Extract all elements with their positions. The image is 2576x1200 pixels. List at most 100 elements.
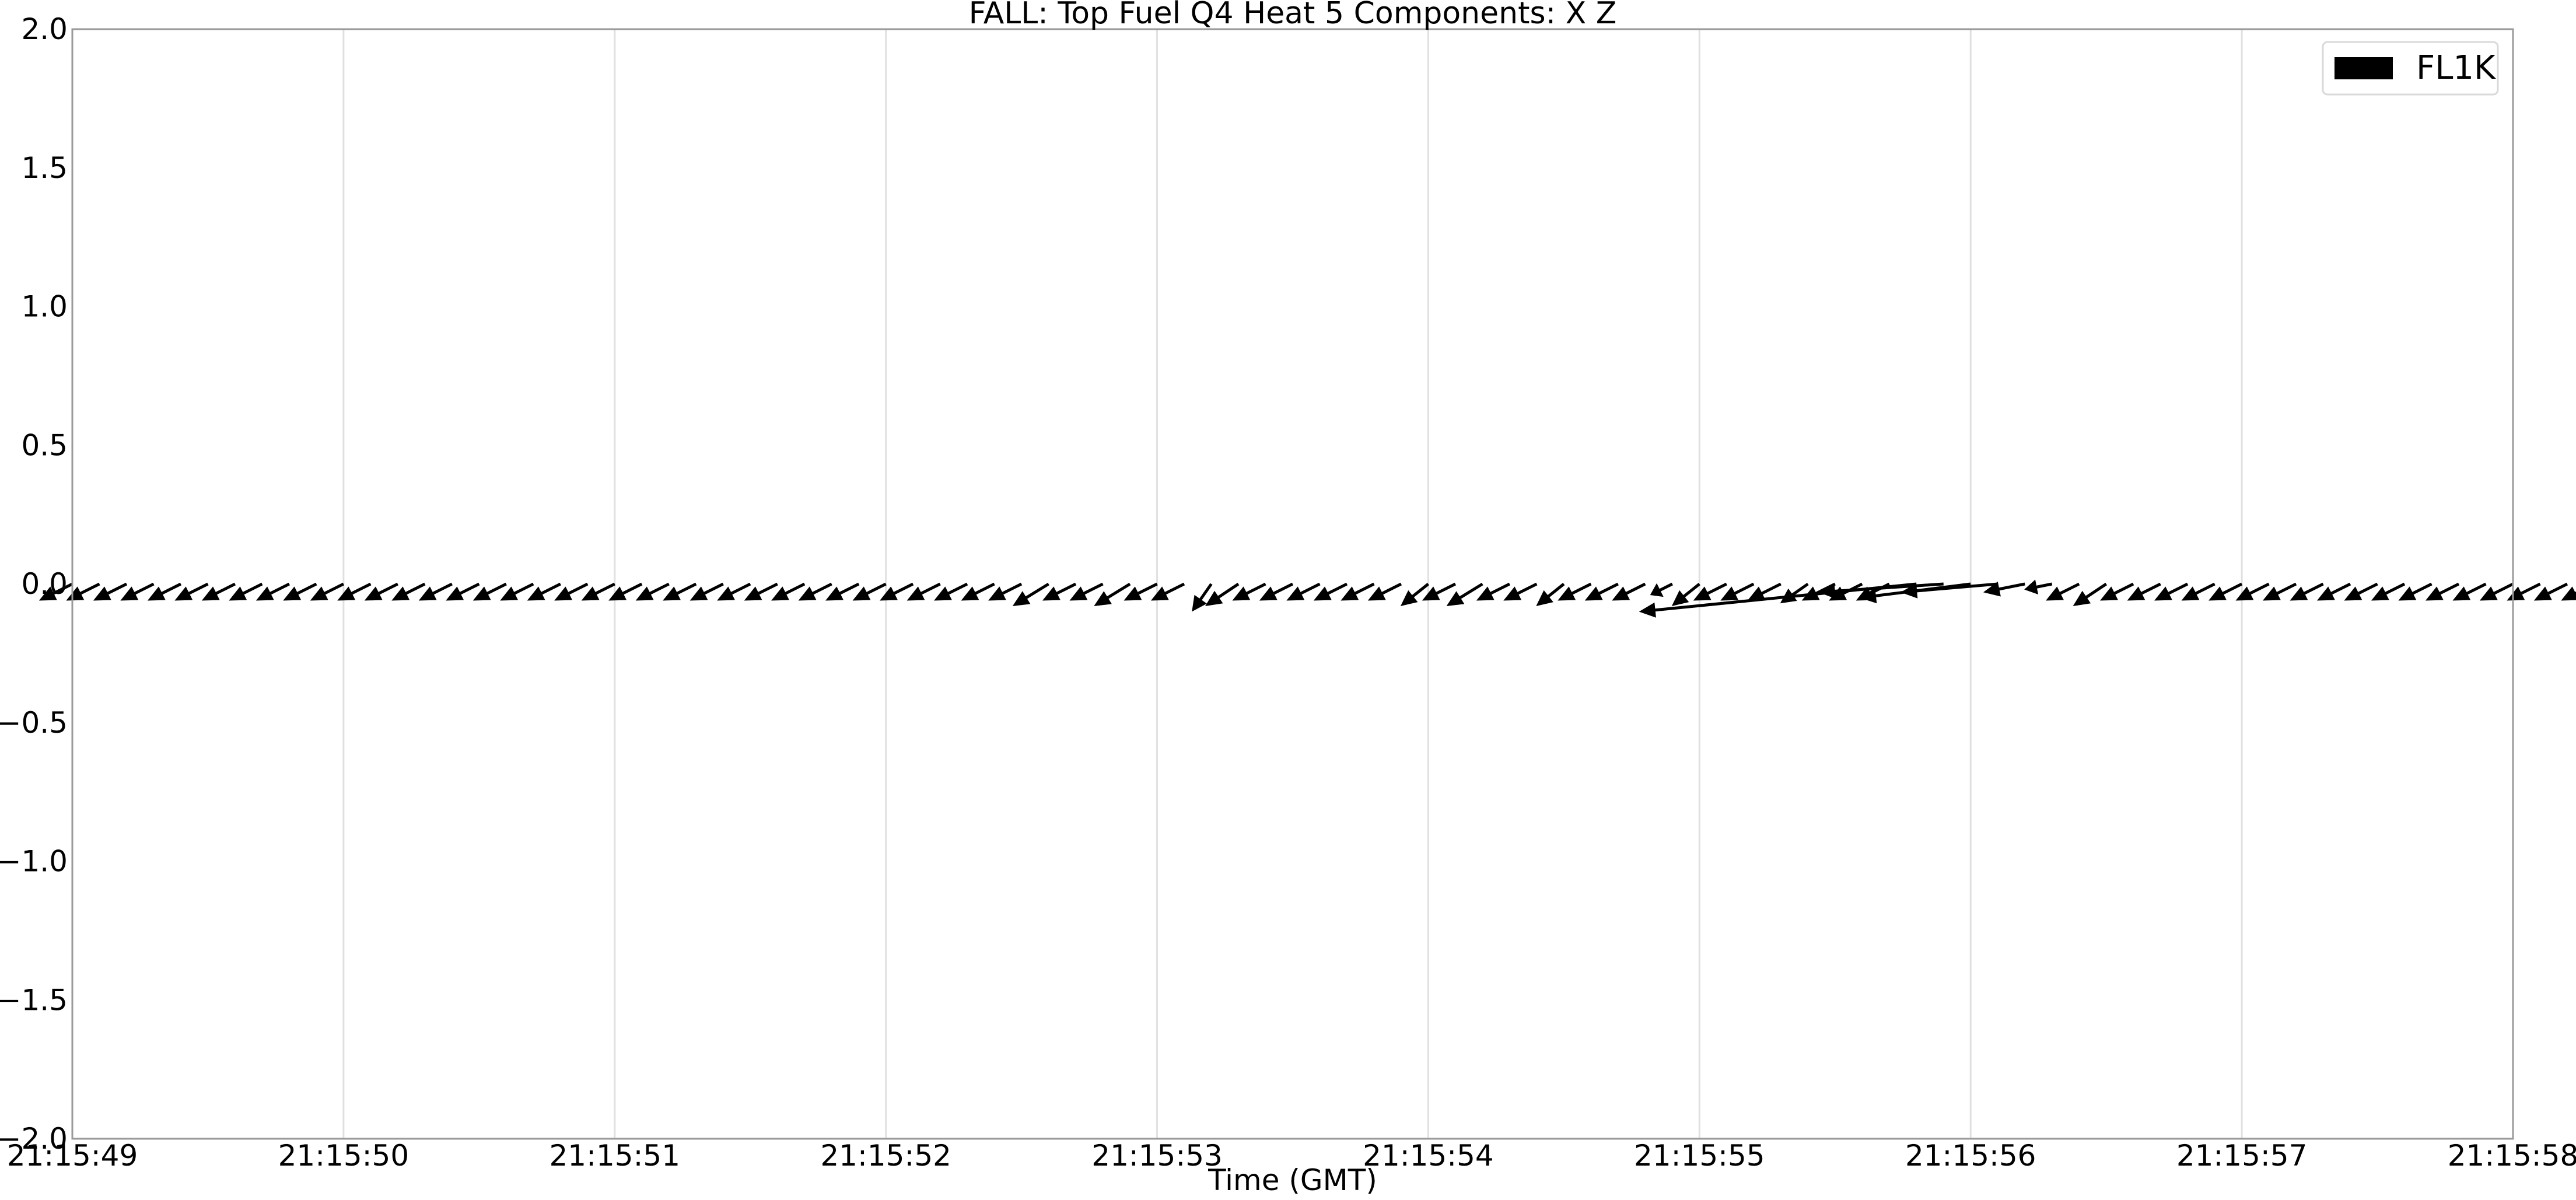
quiver-arrow [2452, 582, 2487, 601]
quiver-arrow [2371, 582, 2406, 601]
quiver-arrow [635, 582, 670, 601]
quiver-arrow [852, 582, 887, 601]
x-tick-label: 21:15:54 [1363, 1139, 1494, 1173]
quiver-arrow [1124, 582, 1158, 601]
x-tick-label: 21:15:53 [1091, 1139, 1223, 1173]
quiver-arrow [2533, 582, 2568, 601]
y-tick-label: 1.5 [21, 151, 68, 185]
y-tick-label: 0.5 [21, 428, 68, 462]
quiver-arrow [1612, 582, 1646, 601]
quiver-arrow [256, 582, 290, 601]
quiver-arrow [554, 582, 589, 601]
quiver-arrow [1747, 582, 1782, 601]
x-tick-label: 21:15:52 [820, 1139, 951, 1173]
quiver-arrow [988, 582, 1023, 601]
x-tick-label: 21:15:56 [1905, 1139, 2036, 1173]
quiver-arrow [2154, 582, 2189, 601]
quiver-arrow [934, 582, 968, 601]
quiver-arrow [1400, 583, 1429, 606]
quiver-arrow [744, 582, 778, 601]
quiver-arrow [1693, 582, 1727, 601]
quiver-arrow [1446, 582, 1483, 606]
quiver-arrow [1558, 582, 1592, 601]
x-axis-label: Time (GMT) [1208, 1163, 1377, 1197]
quiver-arrow [907, 582, 941, 601]
x-tick-label: 21:15:50 [278, 1139, 410, 1173]
quiver-arrow [581, 582, 615, 601]
quiver-arrow [1192, 583, 1213, 612]
quiver-arrow [717, 582, 751, 601]
quiver-arrow [2398, 582, 2432, 601]
quiver-arrow [2208, 582, 2243, 601]
legend-box [2322, 41, 2499, 96]
quiver-arrow [120, 582, 155, 601]
quiver-arrow [1094, 582, 1131, 606]
quiver-arrow [1205, 582, 1240, 606]
quiver-arrow [1340, 582, 1375, 601]
quiver-arrow [880, 582, 914, 601]
quiver-arrow [364, 582, 398, 601]
quiver-arrow [1232, 582, 1266, 601]
quiver-arrow [1476, 582, 1510, 601]
quiver-arrow [201, 582, 236, 601]
quiver-arrow [1720, 582, 1755, 601]
quiver-arrow [663, 582, 697, 601]
quiver-arrow [1536, 583, 1565, 606]
quiver-arrow [446, 582, 480, 601]
legend-label-fl1k: FL1K [2416, 49, 2496, 87]
quiver-arrow [1012, 582, 1049, 606]
quiver-arrow [1503, 582, 1538, 601]
quiver-arrow [690, 582, 724, 601]
quiver-arrow [1422, 582, 1457, 601]
y-tick-label: −1.5 [0, 983, 68, 1017]
fl1k-arrows [38, 579, 2576, 618]
quiver-arrow [2426, 582, 2460, 601]
x-tick-label: 21:15:51 [549, 1139, 680, 1173]
quiver-arrow [527, 582, 561, 601]
quiver-arrow [2181, 582, 2216, 601]
quiver-arrow [1042, 582, 1077, 601]
quiver-arrow [500, 582, 534, 601]
quiver-arrow [2100, 582, 2134, 601]
quiver-arrow [608, 582, 643, 601]
legend-swatch-fl1k [2334, 57, 2393, 79]
quiver-arrow [1151, 582, 1185, 601]
chart-title: FALL: Top Fuel Q4 Heat 5 Components: X Z [969, 0, 1617, 31]
legend: FL1K [2322, 41, 2499, 96]
x-tick-label: 21:15:49 [7, 1139, 138, 1173]
y-tick-label: −0.5 [0, 706, 68, 740]
quiver-arrow [310, 582, 344, 601]
quiver-arrow [1671, 583, 1700, 606]
quiver-arrow [2235, 582, 2270, 601]
quiver-arrow [147, 582, 182, 601]
quiver-arrow [2263, 582, 2297, 601]
y-tick-label: −2.0 [0, 1122, 68, 1156]
quiver-arrow [473, 582, 507, 601]
quiver-arrow [2073, 582, 2108, 606]
quiver-arrow [798, 582, 832, 601]
quiver-arrow [2317, 582, 2351, 601]
quiver-arrow [1650, 582, 1673, 597]
quiver-arrow [825, 582, 860, 601]
quiver-arrow [418, 582, 453, 601]
quiver-arrow [1259, 582, 1294, 601]
quiver-arrow [1584, 582, 1619, 601]
quiver-arrow [771, 582, 806, 601]
quiver-arrow [1069, 582, 1104, 601]
quiver-arrow [2344, 582, 2378, 601]
x-tick-label: 21:15:57 [2176, 1139, 2308, 1173]
quiver-arrow [2507, 582, 2541, 601]
y-tick-label: 2.0 [21, 12, 68, 46]
y-tick-label: 1.0 [21, 290, 68, 324]
quiver-arrow [1367, 582, 1402, 601]
quiver-arrow [2127, 582, 2161, 601]
x-tick-label: 21:15:55 [1634, 1139, 1765, 1173]
quiver-arrow [174, 582, 209, 601]
y-tick-label: −1.0 [0, 845, 68, 879]
quiver-arrow [1313, 582, 1348, 601]
y-tick-label: 0.0 [21, 567, 68, 601]
quiver-arrow [1801, 582, 1836, 601]
quiver-arrow [1983, 582, 2025, 597]
quiver-arrow [961, 582, 995, 601]
